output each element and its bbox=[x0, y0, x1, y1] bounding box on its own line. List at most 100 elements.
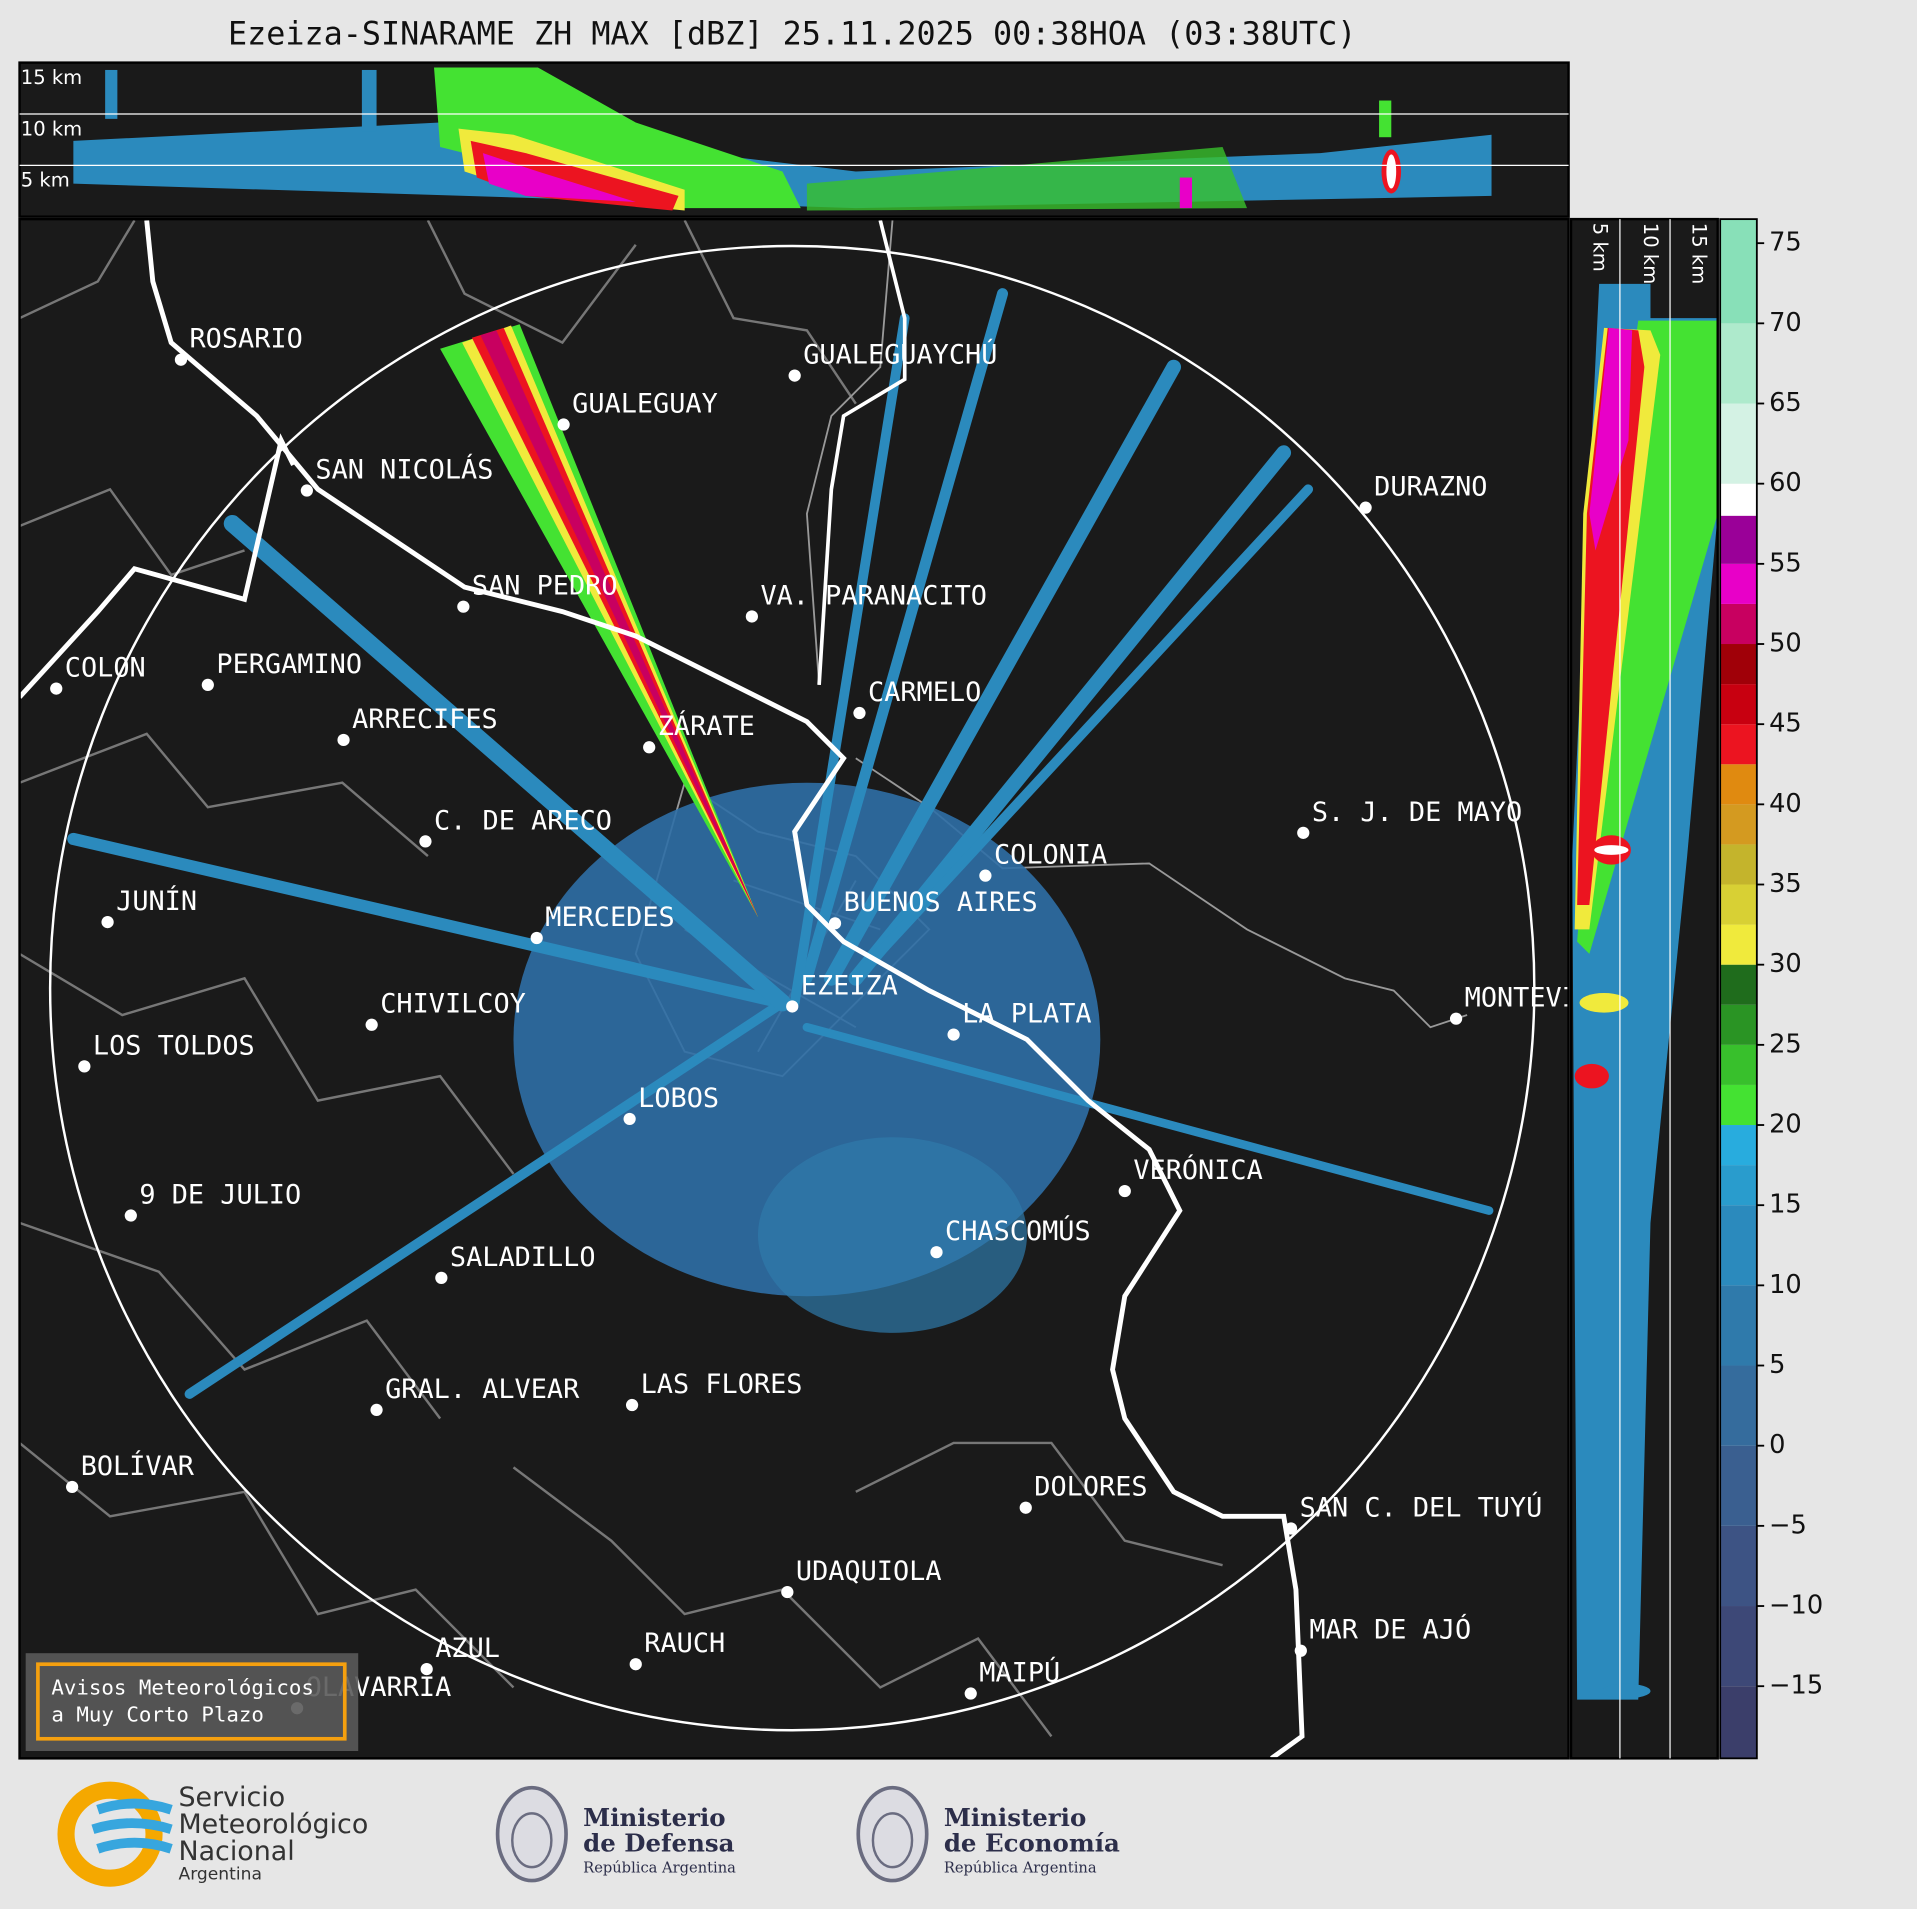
city-marker bbox=[435, 1271, 448, 1284]
city-marker bbox=[1019, 1501, 1032, 1514]
colorbar-tick-label: 55 bbox=[1769, 548, 1802, 578]
city-marker bbox=[828, 917, 842, 930]
city-label: LAS FLORES bbox=[641, 1369, 803, 1400]
colorbar-band bbox=[1720, 403, 1757, 484]
colorbar-band bbox=[1720, 764, 1757, 805]
city-marker bbox=[853, 706, 866, 720]
city-marker bbox=[979, 869, 992, 882]
city-label: GUALEGUAYCHÚ bbox=[803, 339, 997, 371]
city-marker bbox=[124, 1209, 137, 1222]
colorbar-band bbox=[1720, 563, 1757, 604]
footer-text: Meteorológico bbox=[178, 1809, 368, 1840]
city-marker bbox=[174, 353, 188, 366]
colorbar-band bbox=[1720, 1365, 1757, 1446]
footer-text: de Economía bbox=[944, 1829, 1120, 1858]
city-marker bbox=[781, 1585, 794, 1599]
height-label: 5 km bbox=[21, 169, 70, 192]
top-frame bbox=[18, 61, 1570, 218]
footer-text: República Argentina bbox=[583, 1859, 736, 1876]
colorbar-band bbox=[1720, 323, 1757, 404]
city-label: PERGAMINO bbox=[216, 649, 362, 680]
city-marker bbox=[419, 835, 432, 848]
colorbar-tick-label: 20 bbox=[1769, 1110, 1802, 1140]
height-label: 5 km bbox=[1589, 223, 1612, 272]
city-label: SAN PEDRO bbox=[472, 571, 618, 602]
warning-text[interactable]: Avisos Meteorológicos bbox=[51, 1676, 314, 1700]
city-marker bbox=[788, 369, 801, 382]
city-label: VERÓNICA bbox=[1133, 1154, 1262, 1186]
city-label: SALADILLO bbox=[450, 1242, 596, 1273]
city-label: LA PLATA bbox=[962, 999, 1091, 1030]
right-frame bbox=[1569, 217, 1719, 1760]
right-profile bbox=[1571, 219, 1718, 1759]
city-label: 9 DE JULIO bbox=[139, 1179, 301, 1210]
city-label: EZEIZA bbox=[801, 970, 898, 1001]
city-marker bbox=[557, 418, 570, 431]
colorbar-band bbox=[1720, 924, 1757, 965]
colorbar-tick-label: 50 bbox=[1769, 629, 1802, 659]
city-label: SAN NICOLÁS bbox=[315, 453, 493, 485]
city-marker bbox=[457, 600, 470, 613]
colorbar-tick-label: 35 bbox=[1769, 869, 1802, 899]
city-label: AZUL bbox=[435, 1633, 500, 1664]
city-label: RAUCH bbox=[644, 1628, 725, 1659]
colorbar-tick-label: 30 bbox=[1769, 949, 1802, 979]
colorbar-tick-label: 45 bbox=[1769, 709, 1802, 739]
city-marker bbox=[1284, 1522, 1298, 1535]
city-marker bbox=[947, 1028, 960, 1041]
city-label: ARRECIFES bbox=[352, 704, 498, 735]
colorbar-tick-label: −5 bbox=[1769, 1510, 1807, 1540]
city-label: JUNÍN bbox=[116, 885, 197, 917]
colorbar-tick-label: 0 bbox=[1769, 1430, 1785, 1460]
colorbar-band bbox=[1720, 964, 1757, 1005]
footer-text: Nacional bbox=[178, 1836, 294, 1867]
colorbar-band bbox=[1720, 1445, 1757, 1526]
city-marker bbox=[623, 1112, 636, 1126]
city-label: BOLÍVAR bbox=[81, 1450, 195, 1482]
city-label: BUENOS AIRES bbox=[844, 887, 1038, 918]
city-label: GUALEGUAY bbox=[572, 388, 718, 419]
map-frame bbox=[18, 217, 1570, 1760]
colorbar-tick-label: 60 bbox=[1769, 468, 1802, 498]
footer-text: Servicio bbox=[178, 1782, 285, 1813]
top-profile bbox=[19, 62, 1569, 217]
city-label: DURAZNO bbox=[1374, 472, 1487, 503]
map: ROSARIO GUALEGUAYCHÚ GUALEGUAY SAN NICOLÁS D… bbox=[19, 219, 1569, 1759]
title: Ezeiza-SINARAME ZH MAX [dBZ] 25.11.2025 … bbox=[228, 17, 1356, 53]
colorbar-tick-label: 25 bbox=[1769, 1029, 1802, 1059]
colorbar-tick-label: 15 bbox=[1769, 1190, 1802, 1220]
city-label: ZÁRATE bbox=[658, 710, 755, 742]
city-marker bbox=[1297, 826, 1310, 839]
city-marker bbox=[300, 484, 313, 497]
city-label: ROSARIO bbox=[189, 324, 302, 355]
city-label: DOLORES bbox=[1034, 1472, 1147, 1503]
city-marker bbox=[50, 682, 63, 695]
city-marker bbox=[101, 915, 114, 929]
city-marker bbox=[930, 1246, 943, 1259]
colorbar-tick-label: 70 bbox=[1769, 308, 1802, 338]
city-marker bbox=[78, 1060, 91, 1073]
footer: Servicio Meteorológico Nacional Argentin… bbox=[57, 1781, 1120, 1887]
colorbar-tick-label: 75 bbox=[1769, 228, 1802, 258]
city-marker bbox=[420, 1662, 433, 1676]
height-label: 15 km bbox=[1688, 223, 1711, 284]
footer-text: Ministerio bbox=[583, 1803, 725, 1832]
colorbar-band bbox=[1720, 724, 1757, 765]
colorbar-band bbox=[1720, 1686, 1757, 1759]
colorbar-band bbox=[1720, 1205, 1757, 1286]
city-marker bbox=[786, 1000, 799, 1013]
colorbar-frame bbox=[1719, 218, 1758, 1760]
colorbar-band bbox=[1720, 684, 1757, 725]
warning-text[interactable]: a Muy Corto Plazo bbox=[51, 1703, 264, 1727]
height-label: 10 km bbox=[1639, 223, 1662, 284]
city-label: LOBOS bbox=[638, 1083, 719, 1114]
city-label: SAN C. DEL TUYÚ bbox=[1300, 1491, 1543, 1523]
city-marker bbox=[370, 1403, 383, 1417]
city-marker bbox=[530, 931, 543, 945]
height-label: 10 km bbox=[21, 117, 82, 140]
city-marker bbox=[629, 1658, 642, 1671]
city-marker bbox=[625, 1398, 639, 1412]
